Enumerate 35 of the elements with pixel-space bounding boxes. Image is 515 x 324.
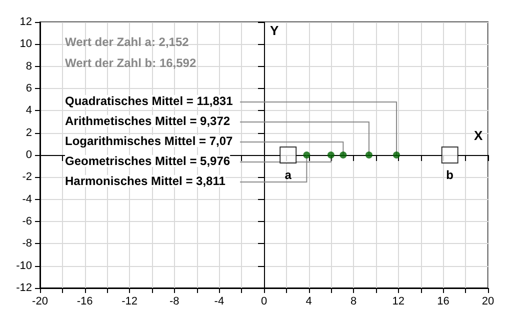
y-tick-label: 12 (20, 16, 32, 28)
y-tick-label: -4 (22, 193, 32, 206)
y-tick-label: 4 (26, 104, 32, 117)
x-tick-label: 8 (350, 296, 357, 308)
annotation: a (284, 168, 292, 182)
annotation: Harmonisches Mittel = 3,811 (65, 174, 226, 188)
x-tick-label: 16 (437, 296, 450, 308)
x-tick-label: 0 (260, 296, 268, 308)
y-tick-label: 6 (26, 82, 32, 94)
y-tick-label: -2 (22, 171, 32, 184)
y-tick-label: -12 (16, 282, 32, 294)
x-tick-label: -20 (32, 296, 48, 308)
y-tick-label: -6 (22, 216, 32, 228)
x-axis-title: X (474, 128, 483, 143)
x-tick-label: -4 (214, 296, 224, 308)
y-tick-label: -10 (16, 260, 32, 272)
annotation: Wert der Zahl b: 16,592 (65, 56, 196, 70)
y-tick-label: -8 (22, 238, 32, 250)
annotation: b (446, 168, 454, 182)
y-axis-title: Y (270, 23, 279, 38)
annotation: Arithmetisches Mittel = 9,372 (65, 114, 230, 128)
x-tick-label: -12 (122, 296, 138, 308)
x-tick-label: -8 (170, 296, 180, 308)
y-tick-label: 0 (26, 149, 32, 161)
y-tick-label: 8 (26, 60, 32, 72)
y-tick-label: 10 (20, 38, 32, 50)
y-tick-label: 2 (26, 126, 32, 139)
annotation: Geometrisches Mittel = 5,976 (65, 154, 230, 168)
x-tick-label: -16 (76, 296, 93, 308)
x-tick-label: 4 (306, 296, 312, 308)
x-tick-label: 12 (392, 296, 405, 308)
annotation: Quadratisches Mittel = 11,831 (65, 94, 234, 108)
x-tick-label: 20 (482, 296, 494, 308)
annotation: Wert der Zahl a: 2,152 (65, 35, 190, 49)
annotation: Logarithmisches Mittel = 7,07 (65, 134, 234, 148)
